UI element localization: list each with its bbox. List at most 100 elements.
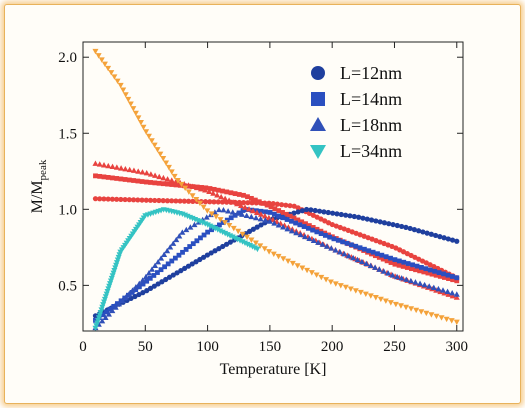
data-point	[252, 197, 258, 203]
data-point	[189, 193, 196, 199]
series-L=34nm-cyan	[92, 207, 261, 332]
legend-marker	[311, 92, 325, 106]
data-point	[315, 239, 322, 245]
data-point	[217, 222, 222, 228]
data-point	[232, 191, 238, 197]
data-point	[400, 264, 406, 269]
data-point	[97, 196, 103, 202]
data-point	[112, 304, 119, 310]
data-point	[136, 280, 143, 287]
data-point	[351, 213, 357, 220]
data-point	[322, 232, 328, 238]
data-point	[105, 311, 112, 317]
y-axis-label-subscript: peak	[37, 159, 49, 180]
data-point	[340, 239, 346, 245]
data-point	[377, 296, 384, 303]
data-point	[299, 208, 305, 214]
data-point	[405, 261, 411, 266]
data-point	[345, 227, 351, 234]
data-point	[92, 160, 99, 166]
data-point	[154, 147, 161, 153]
data-point	[129, 287, 136, 293]
data-point	[258, 222, 264, 228]
data-point	[152, 172, 159, 178]
data-point	[191, 221, 198, 228]
data-point	[390, 221, 396, 228]
data-point	[416, 228, 422, 234]
data-point	[165, 164, 172, 171]
data-point	[118, 196, 124, 203]
data-point	[258, 208, 264, 214]
data-point	[111, 303, 117, 309]
data-point	[130, 197, 137, 203]
data-point	[244, 234, 251, 241]
data-point	[341, 226, 347, 232]
data-point	[417, 268, 423, 274]
data-point	[156, 197, 162, 204]
data-point	[425, 270, 431, 276]
data-point	[318, 274, 325, 281]
legend-marker	[310, 117, 326, 131]
data-point	[155, 258, 162, 265]
data-point	[92, 196, 99, 202]
data-point	[241, 199, 247, 206]
data-point	[136, 291, 142, 298]
data-point	[337, 283, 344, 289]
series-L=18nm-blue	[92, 206, 460, 331]
legend-marker	[310, 145, 326, 159]
data-point	[271, 211, 277, 217]
data-point	[198, 235, 203, 241]
data-point	[353, 243, 359, 249]
data-point	[208, 211, 215, 217]
data-point	[276, 213, 281, 219]
data-point	[174, 178, 181, 184]
data-point	[449, 292, 456, 299]
data-point	[437, 273, 443, 279]
data-point	[321, 209, 327, 215]
data-point	[149, 266, 156, 272]
data-point	[213, 214, 220, 220]
data-point	[394, 273, 401, 280]
data-point	[238, 202, 245, 208]
data-point	[444, 288, 451, 295]
data-point	[436, 270, 442, 275]
data-point	[295, 209, 301, 215]
data-point	[407, 277, 414, 284]
data-point	[288, 227, 295, 234]
data-point	[240, 208, 246, 213]
x-tick-label: 0	[79, 339, 87, 355]
data-point	[252, 214, 259, 221]
data-point	[265, 214, 272, 221]
y-tick-label: 0.5	[58, 278, 77, 294]
data-point	[364, 216, 370, 222]
data-point	[261, 213, 268, 219]
data-point	[168, 177, 175, 183]
data-point	[398, 275, 405, 281]
data-point	[370, 249, 376, 255]
data-point	[143, 170, 150, 176]
data-point	[135, 197, 141, 203]
data-point	[212, 248, 218, 254]
data-point	[323, 277, 330, 283]
data-point	[109, 196, 115, 202]
data-point	[445, 291, 452, 297]
data-point	[182, 265, 188, 272]
data-point	[417, 280, 424, 286]
data-point	[423, 266, 429, 272]
data-point	[343, 212, 349, 218]
data-point	[220, 206, 227, 213]
data-point	[267, 210, 273, 215]
data-point	[245, 200, 251, 206]
data-point	[228, 215, 234, 221]
data-point	[221, 220, 228, 226]
data-point	[178, 181, 185, 188]
data-point	[272, 206, 278, 212]
data-point	[194, 238, 200, 244]
data-point	[299, 265, 306, 271]
data-point	[408, 306, 415, 312]
data-point	[204, 252, 210, 258]
data-point	[215, 199, 221, 205]
data-point	[419, 265, 424, 270]
data-point	[418, 309, 425, 315]
